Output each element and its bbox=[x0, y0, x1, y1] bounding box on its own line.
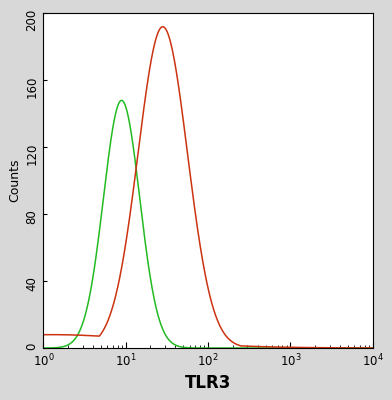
Y-axis label: Counts: Counts bbox=[8, 159, 21, 202]
X-axis label: TLR3: TLR3 bbox=[185, 374, 231, 392]
